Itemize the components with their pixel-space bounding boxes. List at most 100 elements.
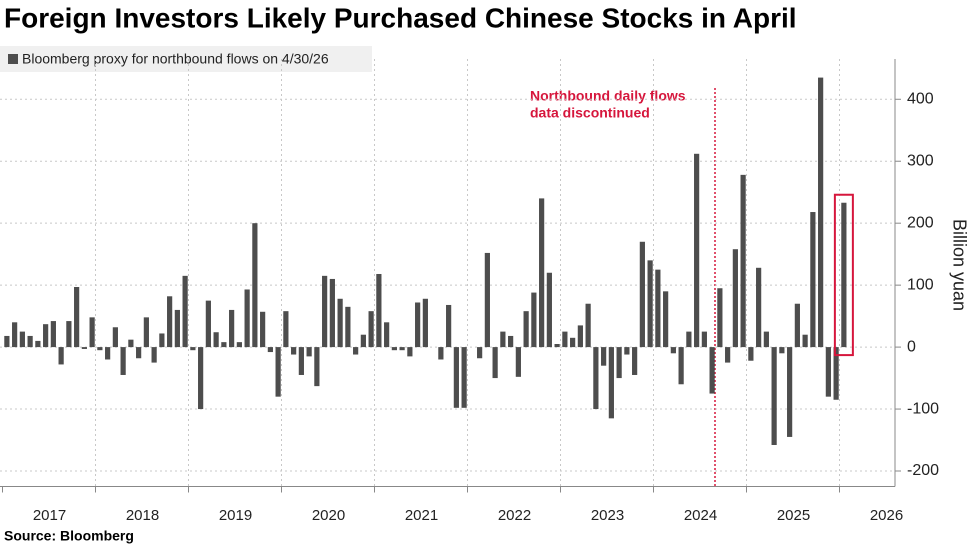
bar	[686, 331, 692, 348]
legend-swatch	[8, 54, 18, 64]
bar	[244, 289, 250, 348]
bar	[337, 298, 343, 348]
bar	[353, 347, 359, 355]
bar	[756, 267, 762, 348]
bar	[694, 153, 700, 348]
bar	[779, 347, 785, 354]
x-tick-label: 2023	[591, 507, 624, 524]
bar	[701, 331, 707, 348]
bar	[74, 287, 80, 348]
bar	[717, 288, 723, 348]
bar	[647, 260, 653, 348]
x-tick-label: 2019	[219, 507, 252, 524]
bar	[748, 347, 754, 361]
bar	[198, 347, 204, 410]
bar	[810, 212, 816, 348]
bar	[275, 347, 281, 397]
bar	[376, 273, 382, 348]
bar	[205, 300, 211, 348]
bar	[531, 292, 537, 348]
bar	[236, 342, 242, 348]
legend-box	[0, 46, 372, 72]
bar	[577, 325, 583, 348]
x-tick-label: 2021	[405, 507, 438, 524]
x-tick-label: 2020	[312, 507, 345, 524]
bar	[174, 309, 180, 348]
bar	[167, 296, 173, 348]
bar	[291, 347, 297, 355]
bar	[112, 327, 118, 348]
x-tick-label: 2017	[33, 507, 66, 524]
bar	[461, 347, 467, 408]
bar	[229, 309, 235, 348]
bar	[500, 331, 506, 348]
bar	[523, 311, 529, 348]
bar	[546, 272, 552, 348]
bar	[329, 278, 335, 348]
bar	[802, 334, 808, 348]
bar	[12, 322, 18, 348]
bar	[825, 347, 831, 397]
bar	[190, 347, 196, 351]
y-axis-label: Billion yuan	[949, 219, 969, 311]
bar	[415, 302, 421, 348]
bar	[585, 303, 591, 348]
y-tick-label: 400	[907, 90, 934, 107]
bar	[58, 347, 64, 365]
bar	[221, 342, 227, 348]
bar	[477, 347, 483, 359]
bar	[841, 202, 847, 348]
y-tick-label: 300	[907, 152, 934, 169]
bar	[407, 347, 413, 357]
bar	[453, 347, 459, 408]
bar	[554, 344, 560, 348]
bar	[35, 340, 41, 348]
bar	[120, 347, 126, 375]
bar	[632, 347, 638, 375]
bar	[213, 332, 219, 348]
bar	[43, 324, 49, 348]
bar	[81, 347, 87, 349]
bar	[787, 347, 793, 437]
bar	[539, 198, 545, 348]
x-tick-label: 2025	[777, 507, 810, 524]
bar	[508, 335, 514, 348]
bar	[267, 347, 273, 353]
bar	[159, 333, 165, 348]
bar	[438, 347, 444, 360]
bar	[570, 337, 576, 348]
bar	[368, 311, 374, 348]
bar	[151, 347, 157, 363]
bar	[422, 298, 428, 348]
bar	[484, 252, 490, 348]
bar	[515, 347, 521, 377]
bar	[740, 174, 746, 348]
bar	[616, 347, 622, 379]
bar	[601, 347, 607, 366]
bar	[4, 335, 10, 348]
bar	[492, 347, 498, 379]
bar	[50, 321, 56, 348]
bar	[66, 321, 72, 348]
bar	[391, 347, 397, 351]
x-tick-label: 2022	[498, 507, 531, 524]
bar	[709, 347, 715, 394]
bar	[97, 347, 103, 351]
x-tick-label: 2018	[126, 507, 159, 524]
source: Source: Bloomberg	[4, 528, 134, 544]
bar	[19, 331, 25, 348]
y-tick-label: 0	[907, 338, 916, 355]
bar	[314, 347, 320, 387]
bar	[655, 269, 661, 348]
bar	[306, 347, 312, 357]
bar	[670, 347, 676, 354]
highlight-box	[833, 193, 854, 357]
bar	[818, 77, 824, 348]
bar	[252, 223, 258, 348]
bar	[732, 249, 738, 348]
bar	[562, 331, 568, 348]
bar	[360, 334, 366, 348]
y-tick-label: 100	[907, 276, 934, 293]
bar	[593, 347, 599, 410]
